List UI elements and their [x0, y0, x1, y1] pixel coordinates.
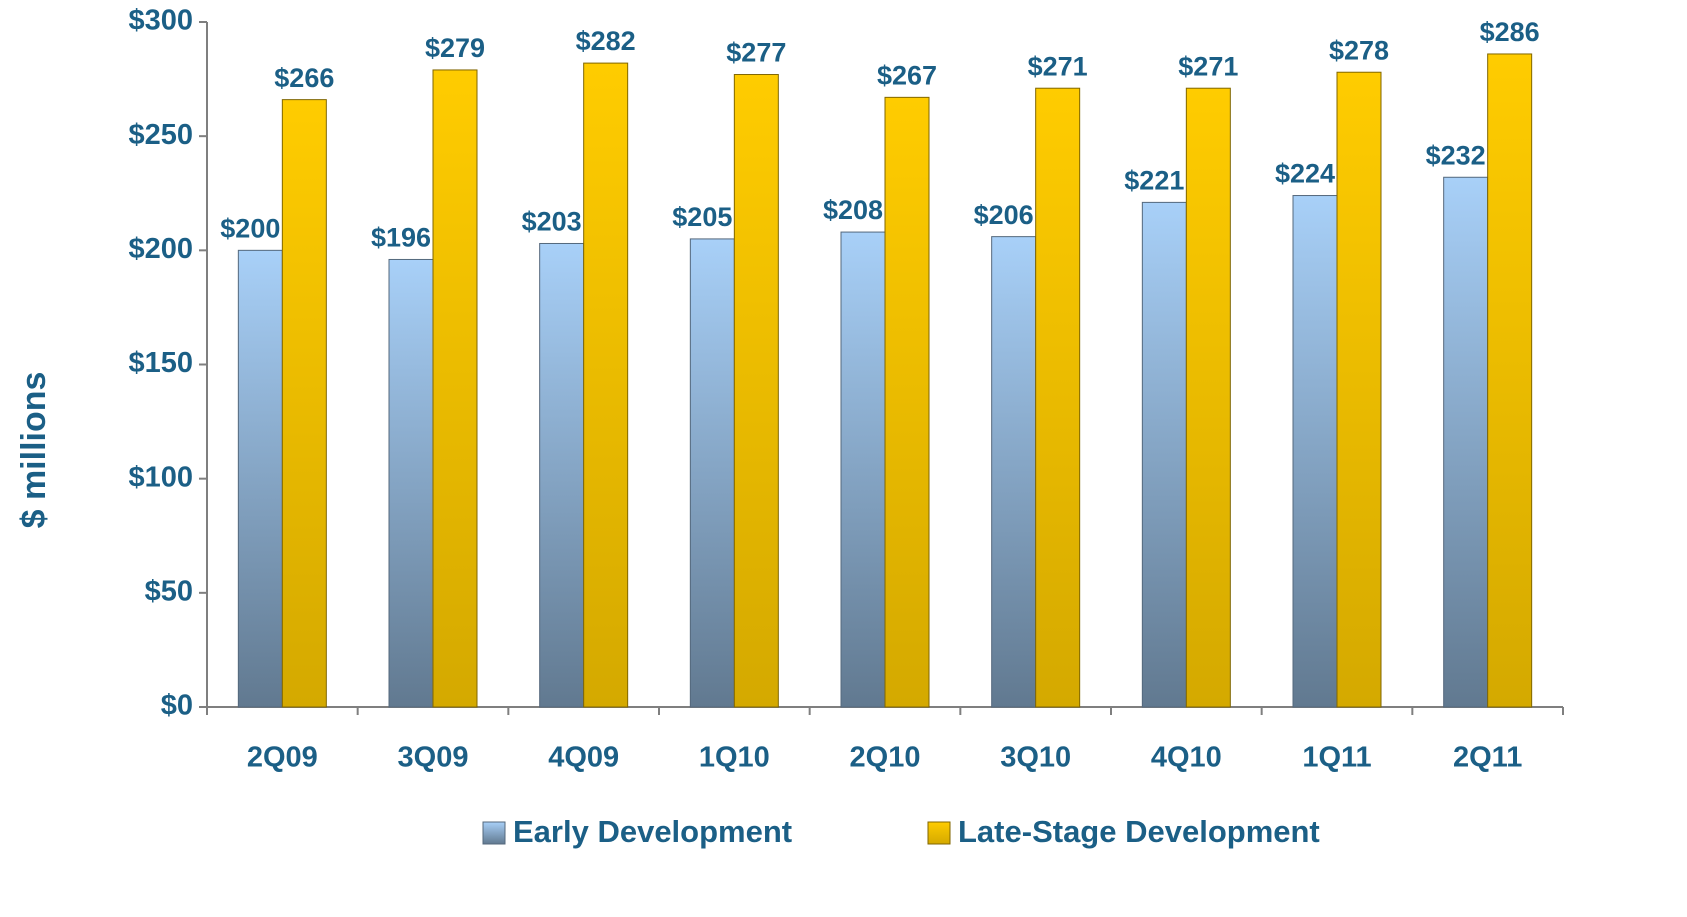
- bar: [237, 249, 283, 708]
- bar: [583, 62, 629, 708]
- value-label: $196: [371, 223, 431, 253]
- value-label: $200: [220, 213, 280, 243]
- x-tick-label: 2Q09: [247, 742, 318, 774]
- bar: [689, 238, 735, 708]
- bar: [733, 74, 779, 708]
- x-tick-label: 4Q09: [548, 742, 619, 774]
- bar: [1443, 176, 1489, 708]
- value-label: $208: [823, 195, 883, 225]
- x-tick-label: 1Q10: [699, 742, 770, 774]
- bar: [1185, 87, 1231, 708]
- bar: [388, 258, 434, 708]
- y-tick-label: $0: [161, 690, 193, 722]
- value-label: $266: [274, 63, 334, 93]
- bar: [884, 96, 930, 708]
- bar: [281, 99, 327, 708]
- value-label: $203: [522, 207, 582, 237]
- x-tick-label: 1Q11: [1302, 742, 1371, 774]
- bar: [991, 236, 1037, 708]
- y-tick-label: $200: [128, 233, 193, 265]
- y-tick-label: $250: [128, 119, 193, 151]
- legend-swatch: [927, 821, 951, 845]
- x-tick-label: 4Q10: [1151, 742, 1222, 774]
- value-label: $205: [672, 202, 732, 232]
- value-label: $278: [1329, 35, 1389, 65]
- y-tick-label: $300: [128, 5, 193, 37]
- value-label: $232: [1426, 140, 1486, 170]
- bar: [1487, 53, 1533, 708]
- y-tick-label: $100: [128, 461, 193, 493]
- x-tick-label: 2Q11: [1453, 742, 1522, 774]
- value-label: $224: [1275, 159, 1335, 189]
- x-tick-label: 3Q09: [398, 742, 469, 774]
- bar: [1141, 201, 1187, 708]
- value-label: $267: [877, 60, 937, 90]
- legend-label: Late-Stage Development: [958, 814, 1320, 849]
- y-axis-label: $ millions: [15, 372, 53, 529]
- x-tick-label: 3Q10: [1000, 742, 1071, 774]
- value-label: $277: [726, 38, 786, 68]
- x-tick-label: 2Q10: [850, 742, 921, 774]
- y-tick-label: $50: [145, 575, 193, 607]
- value-label: $271: [1028, 51, 1088, 81]
- bar: [1292, 195, 1338, 708]
- value-label: $221: [1124, 166, 1184, 196]
- value-label: $286: [1480, 17, 1540, 47]
- bar: [1336, 71, 1382, 708]
- y-tick-label: $150: [128, 347, 193, 379]
- legend-label: Early Development: [513, 814, 792, 849]
- value-label: $282: [576, 26, 636, 56]
- bar: [432, 69, 478, 708]
- value-label: $206: [974, 200, 1034, 230]
- bar: [539, 242, 585, 708]
- legend-swatch: [482, 821, 506, 845]
- bar: [1035, 87, 1081, 708]
- value-label: $279: [425, 33, 485, 63]
- value-label: $271: [1178, 51, 1238, 81]
- bar: [840, 231, 886, 708]
